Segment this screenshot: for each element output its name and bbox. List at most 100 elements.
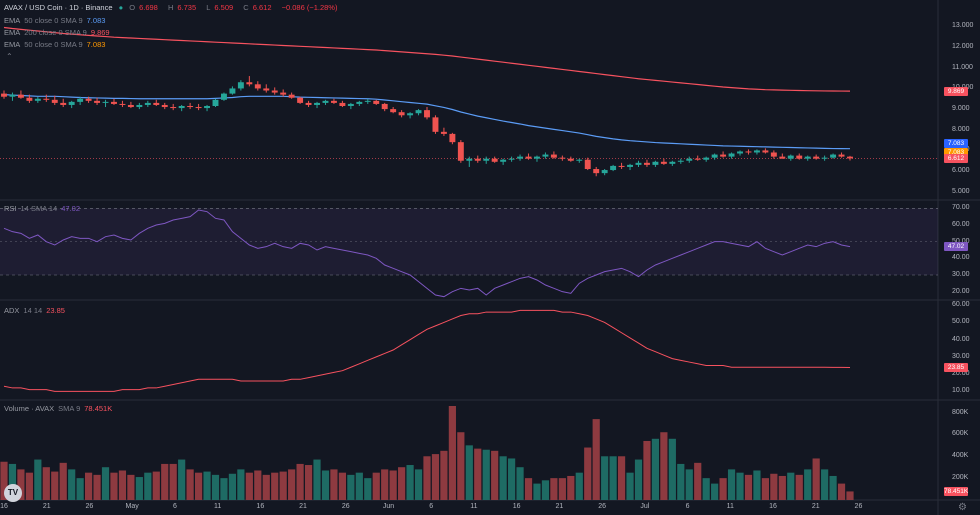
volume-bar: [482, 449, 490, 500]
price-axis-tick: 12.000: [952, 43, 974, 51]
settings-gear-icon[interactable]: ⚙: [958, 502, 967, 513]
volume-bar: [34, 459, 42, 500]
adx-legend[interactable]: ADX 14 14 23.85: [4, 306, 65, 315]
candle-body: [415, 110, 422, 114]
volume-bar: [491, 450, 499, 500]
candle-body: [635, 162, 642, 165]
adx-axis-tick: 50.00: [952, 318, 970, 326]
volume-bar: [787, 472, 795, 500]
price-badge: 6.612: [944, 153, 968, 163]
candle-body: [432, 117, 439, 132]
candle-body: [821, 157, 828, 159]
tradingview-logo[interactable]: TV: [4, 484, 22, 502]
indicator-ema50-2[interactable]: EMA 50 close 0 SMA 9 7.083: [4, 40, 106, 49]
volume-legend[interactable]: Volume · AVAX SMA 9 78.451K: [4, 404, 113, 413]
volume-bar: [711, 483, 719, 500]
volume-bar: [736, 472, 744, 500]
ohlc-high: H 6.735: [167, 3, 197, 12]
volume-bar: [474, 448, 482, 500]
volume-bar: [313, 459, 321, 500]
time-axis-tick: Jun: [382, 503, 395, 510]
volume-bar: [524, 478, 533, 500]
time-axis-tick: 11: [213, 503, 222, 510]
candle-body: [534, 156, 540, 159]
volume-bar: [245, 472, 253, 500]
candle-body: [508, 158, 515, 160]
volume-axis-tick: 400K: [952, 452, 969, 460]
time-axis-tick: May: [125, 503, 139, 510]
candle-body: [440, 131, 447, 134]
candle-body: [364, 100, 371, 102]
candle-body: [373, 100, 380, 104]
volume-bar: [288, 469, 296, 500]
time-axis-tick: 11: [726, 503, 734, 510]
rsi-legend[interactable]: RSI 14 SMA 14 47.02: [4, 204, 80, 213]
candle-body: [314, 102, 320, 105]
indicator-ema50[interactable]: EMA 50 close 0 SMA 9 7.083: [4, 16, 106, 25]
volume-bar: [406, 465, 414, 500]
candle-body: [694, 158, 701, 160]
time-axis-tick: 26: [854, 503, 863, 510]
volume-bar: [330, 469, 338, 500]
adx-badge: 23.85: [944, 363, 968, 372]
candle-body: [542, 154, 549, 157]
candle-body: [500, 159, 507, 162]
time-axis-tick: Jul: [640, 503, 650, 510]
volume-bar: [516, 467, 524, 500]
volume-bar: [660, 432, 668, 500]
indicator-ema200[interactable]: EMA 200 close 0 SMA 9 9.869: [4, 28, 110, 37]
volume-bar: [186, 469, 194, 500]
volume-bar: [719, 478, 727, 500]
candle-body: [288, 94, 295, 98]
volume-bar: [85, 472, 93, 500]
volume-bar: [702, 478, 710, 500]
candle-body: [627, 164, 634, 167]
volume-bar: [381, 469, 389, 500]
volume-bar: [279, 471, 287, 500]
volume-bar: [541, 480, 550, 500]
time-axis-tick: 21: [299, 503, 307, 510]
volume-bar: [601, 456, 609, 500]
status-dot: ●: [118, 3, 124, 12]
volume-bar: [135, 477, 143, 500]
volume-bar: [262, 474, 270, 500]
volume-bar: [592, 419, 600, 500]
price-axis-tick: 5.000: [952, 187, 970, 195]
adx-axis-tick: 60.00: [952, 301, 970, 309]
volume-bar: [76, 478, 84, 500]
volume-bar: [178, 459, 186, 500]
candle-body: [686, 158, 693, 161]
candle-body: [136, 104, 143, 108]
volume-bar: [837, 483, 846, 500]
volume-bar: [25, 472, 33, 500]
volume-bar: [829, 475, 837, 500]
candle-body: [111, 101, 117, 104]
candle-body: [127, 104, 134, 108]
volume-bar: [499, 456, 507, 500]
candle-body: [204, 106, 211, 109]
candle-body: [703, 157, 710, 160]
volume-bar: [144, 472, 152, 500]
volume-bar: [457, 432, 465, 500]
collapse-legend-icon[interactable]: ⌃: [6, 52, 13, 61]
rsi-axis-tick: 60.00: [952, 221, 970, 228]
candle-body: [246, 82, 253, 85]
volume-bar: [634, 459, 643, 500]
volume-bar: [17, 469, 25, 500]
volume-bar: [431, 454, 440, 500]
candle-body: [567, 158, 574, 161]
volume-bar: [220, 478, 228, 500]
volume-bar: [8, 463, 17, 500]
time-axis-tick: 16: [512, 503, 521, 510]
volume-bar: [398, 467, 406, 500]
candle-body: [525, 156, 532, 159]
symbol-title[interactable]: AVAX / USD Coin · 1D · Binance: [4, 3, 113, 12]
candle-body: [483, 158, 490, 161]
time-axis-tick: 6: [685, 503, 690, 510]
ohlc-change: −0.086 (−1.28%): [281, 3, 338, 12]
volume-bar: [753, 470, 761, 500]
volume-bar: [626, 472, 634, 500]
candle-body: [643, 162, 650, 165]
volume-bar: [211, 474, 220, 500]
